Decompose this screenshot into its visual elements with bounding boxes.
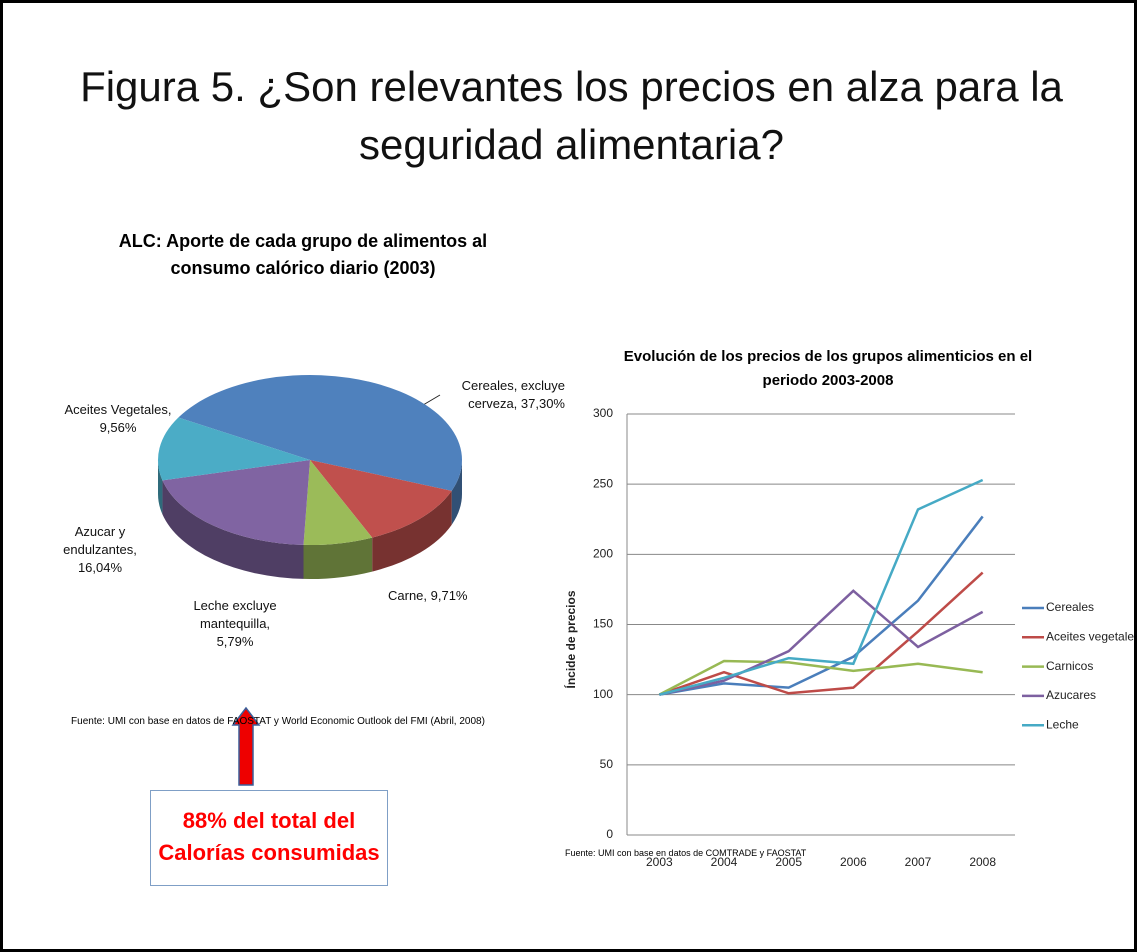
pie-side (162, 480, 304, 579)
series-line (659, 589, 984, 696)
x-tick-label: 2005 (775, 855, 802, 869)
series-line (659, 478, 984, 696)
callout: 88% del total del Calorías consumidas (150, 790, 388, 886)
pie-slice (310, 460, 452, 538)
x-tick-label: 2008 (969, 855, 996, 869)
legend-label: Leche (1046, 717, 1079, 731)
legend-label: Aceites vegetales (1046, 629, 1134, 643)
y-tick-label: 300 (593, 406, 613, 420)
data-label: Aceites Vegetales, 9,56% (64, 402, 172, 435)
series-line (659, 515, 984, 696)
slide-title: Figura 5. ¿Son relevantes los precios en… (80, 63, 1063, 168)
y-tick-label: 250 (593, 476, 613, 490)
data-label: Carne, 9,71% (388, 588, 468, 603)
y-tick-label: 0 (606, 827, 613, 841)
pie-slice (162, 460, 310, 545)
pie-slice (178, 374, 463, 491)
y-tick-label: 150 (593, 617, 613, 631)
line-title: Evolución de los precios de los grupos a… (623, 348, 1033, 389)
pie-side (451, 460, 463, 525)
legend-label: Azucares (1046, 688, 1096, 702)
pie-slice (303, 460, 373, 545)
arrow (231, 706, 261, 786)
series-line (658, 659, 983, 696)
y-tick-label: 100 (593, 687, 613, 701)
series-line (658, 571, 984, 696)
pie-title: ALC: Aporte de cada grupo de alimentos a… (118, 231, 488, 278)
y-tick-label: 50 (600, 757, 614, 771)
charts: 0 50 100 150 200 250 300 Íncide de precios 2003 2… (158, 374, 1134, 869)
x-tick-label: 2003 (646, 855, 673, 869)
y-tick-label: 200 (593, 547, 613, 561)
pie-slice (158, 417, 310, 481)
source-note: Fuente: UMI con base en datos de FAOSTAT… (71, 716, 485, 727)
x-tick-label: 2007 (905, 855, 932, 869)
source-note: Fuente: UMI con base en datos de COMTRAD… (565, 848, 807, 858)
x-tick-label: 2006 (840, 855, 867, 869)
data-label: Leche excluye mantequilla, 5,79% (193, 598, 277, 649)
data-label: Azucar y endulzantes, 16,04% (63, 524, 137, 575)
legend-label: Carnicos (1046, 659, 1093, 673)
x-tick-label: 2004 (711, 855, 738, 869)
pie-side (303, 537, 373, 580)
pie-side (372, 490, 452, 572)
pie-side (158, 460, 163, 515)
legend-label: Cereales (1046, 600, 1094, 614)
data-label: Cereales, excluye cerveza, 37,30% (461, 378, 565, 411)
y-axis-label: Íncide de precios (563, 590, 578, 688)
